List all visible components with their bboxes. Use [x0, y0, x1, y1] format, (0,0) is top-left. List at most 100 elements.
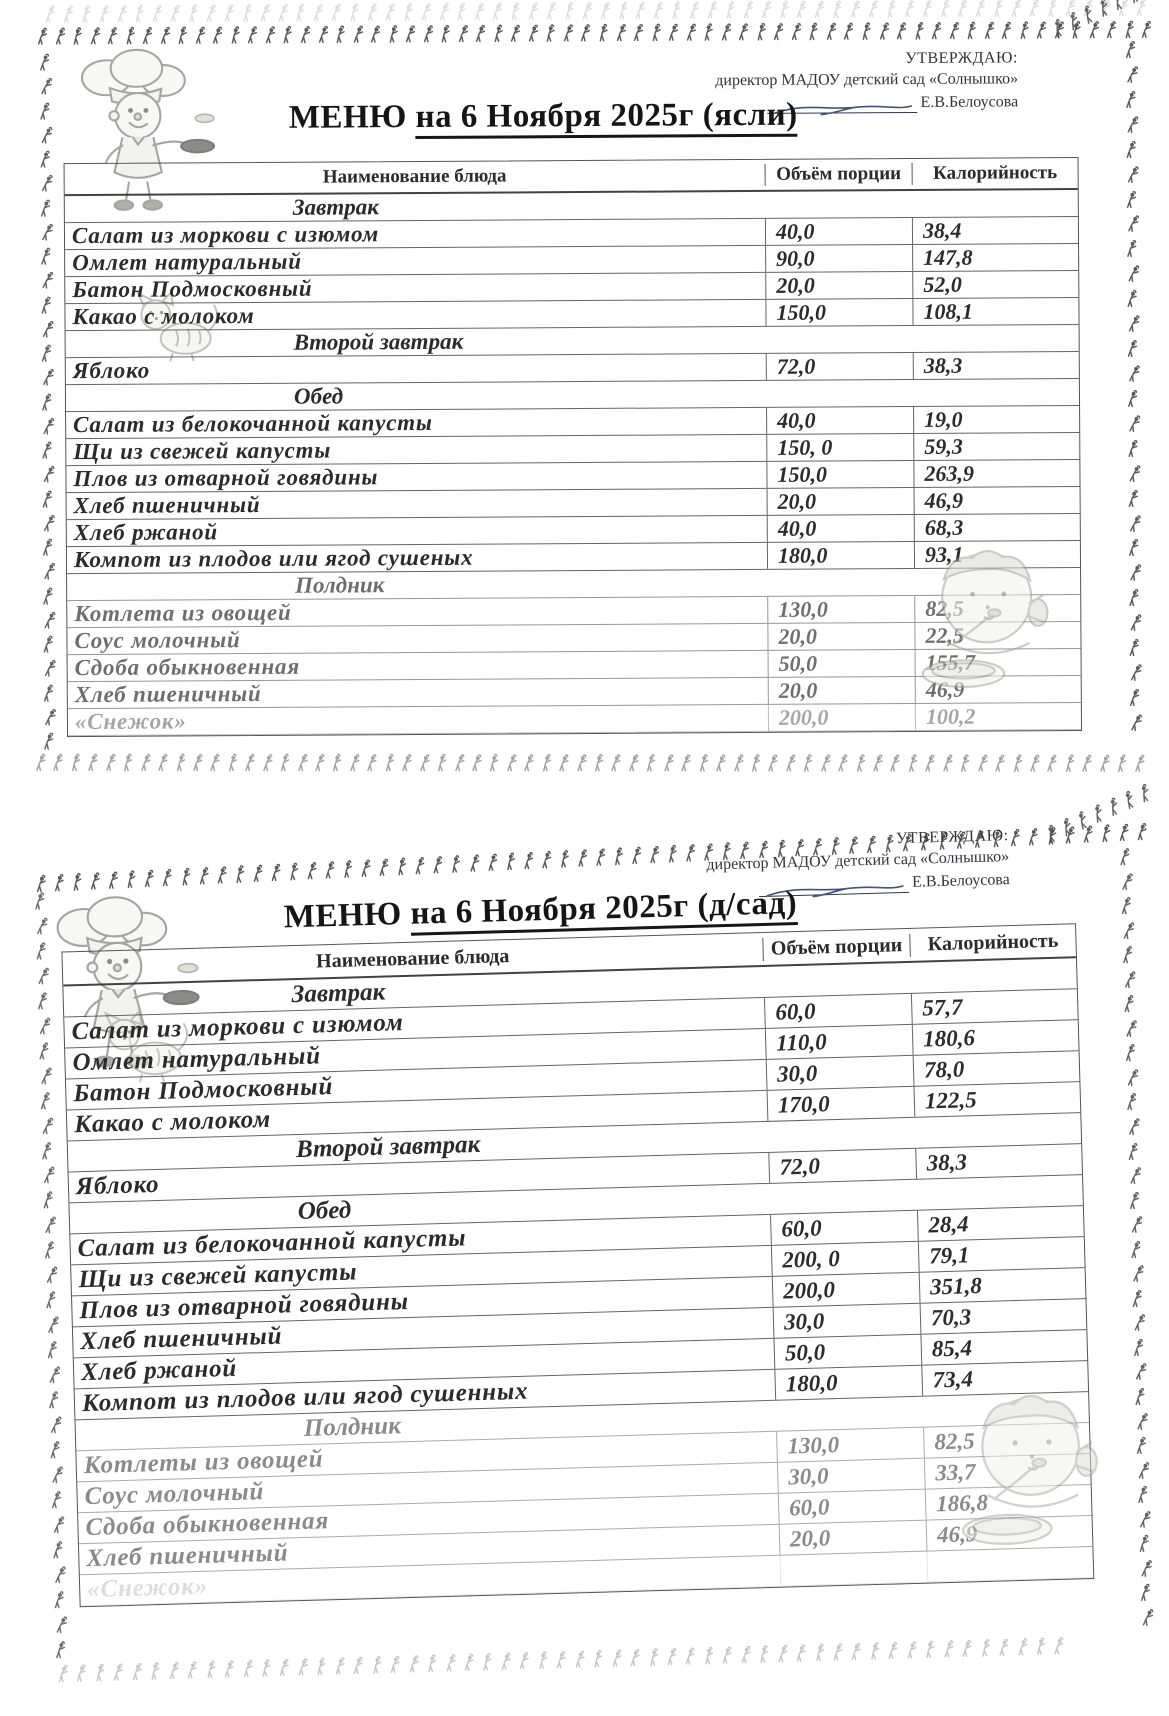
chef-figure-icon: [1125, 20, 1134, 39]
chef-figure-icon: [1136, 1436, 1146, 1455]
chef-figure-icon: [1089, 21, 1099, 39]
chef-figure-icon: [492, 2, 503, 21]
chef-figure-icon: [41, 1141, 51, 1160]
dish-name: «Снежок»: [74, 708, 187, 735]
chef-figure-icon: [45, 5, 55, 23]
chef-figure-icon: [761, 1, 771, 19]
calories-value: 57,7: [910, 989, 1078, 1024]
chef-figure-icon: [170, 4, 181, 22]
chef-figure-icon: [1125, 90, 1135, 108]
chef-figure-icon: [1013, 754, 1022, 772]
cat-illustration: [136, 290, 219, 362]
dish-name: Котлета из овощей: [74, 599, 292, 627]
chef-border-left: [31, 892, 68, 1660]
chef-figure-icon: [1125, 790, 1134, 810]
chef-figure-icon: [1142, 20, 1152, 39]
chef-figure-icon: [1029, 0, 1039, 17]
calories-value: 122,5: [913, 1082, 1081, 1117]
chef-figure-icon: [873, 754, 883, 772]
chef-figure-icon: [975, 830, 984, 848]
portion-value: 150,0: [765, 298, 913, 326]
chef-figure-icon: [49, 1366, 60, 1384]
column-header-portion: Объём порции: [764, 162, 912, 186]
chef-figure-icon: [751, 754, 761, 772]
chef-figure-icon: [632, 846, 642, 865]
chef-figure-icon: [1055, 19, 1062, 38]
chef-figure-icon: [1029, 828, 1039, 846]
portion-value: 72,0: [768, 1148, 917, 1183]
chef-figure-icon: [189, 4, 198, 23]
signature-line: [767, 97, 918, 116]
chef-figure-icon: [1048, 0, 1057, 17]
chef-figure-icon: [851, 1642, 861, 1661]
chef-figure-icon: [1140, 1584, 1150, 1602]
portion-value: 200,0: [767, 703, 916, 731]
chef-figure-icon: [42, 272, 53, 289]
chef-figure-icon: [733, 754, 744, 772]
chef-figure-icon: [58, 1665, 68, 1683]
chef-figure-icon: [153, 4, 163, 23]
chef-figure-icon: [1084, 5, 1093, 24]
chef-border-corner: [1048, 0, 1158, 41]
chef-figure-icon: [314, 3, 324, 22]
chef-figure-icon: [1126, 240, 1136, 258]
chef-figure-icon: [976, 0, 986, 18]
dish-name: Щи из свежей капусты: [73, 437, 332, 465]
chef-figure-icon: [1139, 1510, 1151, 1528]
chef-figure-icon: [404, 3, 413, 21]
chef-figure-icon: [1139, 1535, 1149, 1553]
chef-figure-icon: [315, 754, 325, 772]
page-title-date: на 6 Ноября 2025г (д/сад): [409, 885, 798, 936]
chef-figure-icon: [1116, 0, 1122, 11]
chef-figure-icon: [616, 24, 626, 42]
chef-figure-icon: [565, 2, 574, 20]
dish-name: Плов из отварной говядины: [73, 464, 379, 492]
chef-figure-icon: [949, 22, 959, 40]
chef-figure-icon: [90, 27, 100, 45]
chef-figure-icon: [791, 23, 801, 41]
chef-figure-icon: [43, 1167, 54, 1184]
chef-figure-icon: [977, 754, 988, 772]
chef-figure-icon: [669, 844, 677, 863]
chef-figure-icon: [1127, 1069, 1138, 1087]
chef-figure-icon: [52, 1540, 62, 1559]
chef-figure-icon: [47, 1316, 59, 1334]
chef-figure-icon: [647, 754, 656, 772]
portion-value: 180,0: [766, 541, 915, 569]
chef-figure-icon: [195, 26, 205, 44]
chef-figure-icon: [809, 22, 819, 41]
chef-figure-icon: [38, 1042, 48, 1060]
chef-figure-icon: [307, 862, 317, 880]
calories-value: 70,3: [919, 1299, 1087, 1334]
chef-figure-icon: [1048, 824, 1055, 844]
chef-figure-icon: [333, 753, 342, 772]
chef-figure-icon: [1126, 140, 1136, 158]
chef-figure-icon: [385, 3, 395, 21]
chef-figure-icon: [40, 296, 51, 314]
chef-figure-icon: [46, 1266, 57, 1284]
chef-figure-icon: [612, 1649, 622, 1667]
chef-figure-icon: [41, 393, 51, 411]
chef-figure-icon: [454, 754, 465, 772]
chef-figure-icon: [457, 2, 467, 21]
chef-figure-icon: [370, 25, 381, 43]
chef-figure-icon: [1082, 754, 1092, 772]
calories-value: 78,0: [912, 1051, 1080, 1086]
chef-figure-icon: [280, 1658, 290, 1677]
chef-figure-icon: [685, 1647, 695, 1665]
chef-figure-icon: [511, 24, 521, 42]
portion-value: 130,0: [776, 1427, 924, 1462]
portion-value: 170,0: [766, 1086, 915, 1121]
signature-line: [759, 877, 910, 898]
chef-figure-icon: [1127, 389, 1137, 408]
chef-illustration: [80, 48, 216, 211]
chef-figure-icon: [107, 27, 118, 45]
chef-figure-icon: [1128, 489, 1138, 507]
chef-figure-icon: [50, 1416, 61, 1434]
chef-figure-icon: [317, 1657, 326, 1676]
chef-figure-icon: [542, 753, 551, 772]
chef-figure-icon: [231, 26, 240, 44]
chef-figure-icon: [1129, 465, 1140, 482]
chef-figure-icon: [1110, 797, 1118, 816]
chef-figure-icon: [182, 867, 190, 886]
